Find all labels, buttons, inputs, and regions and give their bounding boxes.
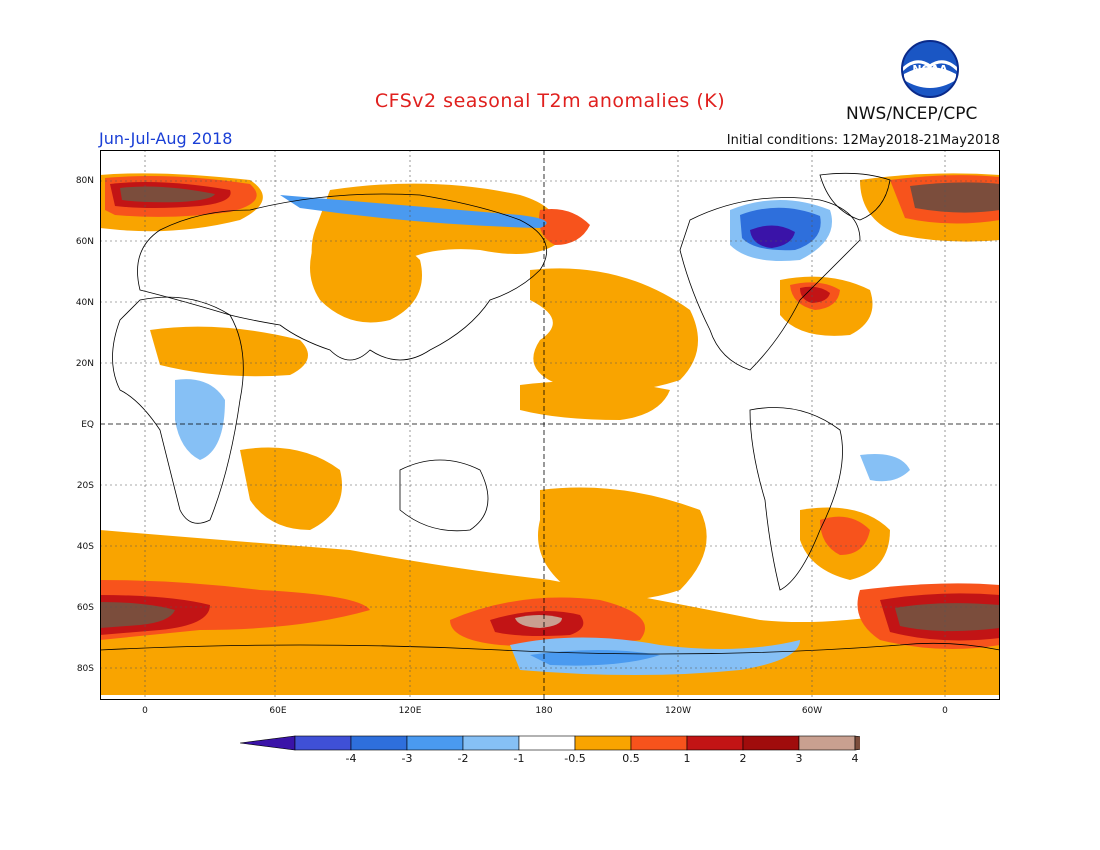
lon-label-60e: 60E: [269, 706, 287, 716]
lon-label-180: 180: [535, 706, 553, 716]
cool-core-hudson-bay-inner: [750, 225, 795, 248]
lat-label-40n: 40N: [75, 298, 94, 308]
colorbar-tick-label: -1: [513, 752, 525, 765]
lon-label-0-east: 0: [942, 706, 948, 716]
lat-label-80s: 80S: [76, 664, 94, 674]
warm-core-scandinavia-center: [120, 186, 215, 203]
lat-label-40s: 40S: [76, 542, 94, 552]
outline-greenland: [819, 172, 891, 221]
colorbar-cell: [742, 735, 800, 751]
colorbar-arrow-high: [854, 735, 860, 751]
warm-core-southern-ocean-180-center: [515, 615, 562, 628]
lat-label-20s: 20S: [76, 481, 94, 491]
colorbar-arrow-low: [240, 735, 296, 751]
colorbar-tick-label: 0.5: [622, 752, 640, 765]
chart-title: CFSv2 seasonal T2m anomalies (K): [374, 90, 726, 112]
outline-antarctica: [100, 642, 1000, 655]
warm-field-eurasia: [310, 228, 422, 323]
colorbar-cell: [350, 735, 408, 751]
warm-core-southern-ocean-east-center: [895, 603, 1000, 632]
initial-conditions-label: Initial conditions: 12May2018-21May2018: [726, 133, 1000, 148]
colorbar-cell: [798, 735, 856, 751]
logo-text: NOAA: [912, 63, 948, 76]
colorbar-tick-label: -2: [457, 752, 469, 765]
lon-label-0-west: 0: [142, 706, 148, 716]
strong-warm-anomalies: [100, 175, 1000, 649]
warm-core-south-america: [820, 516, 870, 555]
lon-label-120e: 120E: [398, 706, 422, 716]
lat-label-80n: 80N: [75, 176, 94, 186]
colorbar-cell: [406, 735, 464, 751]
colorbar-cell: [630, 735, 688, 751]
noaa-logo: NOAA: [894, 40, 966, 102]
map-frame: [100, 150, 1000, 700]
cool-field-south-atlantic: [860, 454, 910, 482]
colorbar-tick-label: 1: [683, 752, 691, 765]
warm-field-sahara: [150, 326, 308, 377]
outline-australia: [399, 459, 489, 532]
colorbar: [240, 735, 860, 751]
colorbar-tick-label: 3: [795, 752, 803, 765]
colorbar-tick-label: -4: [345, 752, 357, 765]
outline-north-america: [679, 197, 861, 371]
colorbar-cell: [462, 735, 520, 751]
colorbar-cell: [294, 735, 352, 751]
grid-lines: [100, 150, 1000, 700]
colorbar-cell: [574, 735, 632, 751]
lat-label-60n: 60N: [75, 237, 94, 247]
outline-europe-asia: [137, 193, 548, 361]
lat-label-60s: 60S: [76, 603, 94, 613]
lat-label-20n: 20N: [75, 359, 94, 369]
lon-label-60w: 60W: [801, 706, 823, 716]
cool-field-central-africa: [175, 379, 225, 460]
warm-field-south-pacific: [538, 487, 707, 600]
warm-field-indian-ocean: [240, 447, 342, 530]
cool-band-arctic: [280, 195, 547, 228]
warm-field-east-pacific: [530, 268, 698, 392]
warm-field-trop-pacific: [520, 381, 670, 420]
lon-label-120w: 120W: [664, 706, 692, 716]
agency-label: NWS/NCEP/CPC: [846, 104, 978, 124]
season-label: Jun-Jul-Aug 2018: [99, 129, 233, 148]
lat-label-eq: EQ: [81, 420, 94, 430]
colorbar-cell: [518, 735, 576, 751]
outline-africa: [112, 296, 244, 524]
colorbar-tick-label: -0.5: [564, 752, 586, 765]
warm-core-north-atlantic-inner: [800, 286, 830, 303]
cool-anomalies: [175, 195, 910, 675]
colorbar-tick-label: 4: [851, 752, 859, 765]
colorbar-tick-label: -3: [401, 752, 413, 765]
colorbar-tick-label: 2: [739, 752, 747, 765]
colorbar-cell: [686, 735, 744, 751]
warm-core-southern-ocean-west-center: [100, 602, 175, 628]
warm-core-greenland-sea-center: [910, 182, 1000, 213]
anomaly-map: [100, 150, 1000, 700]
continent-outlines: [100, 172, 1000, 655]
warm-core-bering: [539, 209, 590, 245]
